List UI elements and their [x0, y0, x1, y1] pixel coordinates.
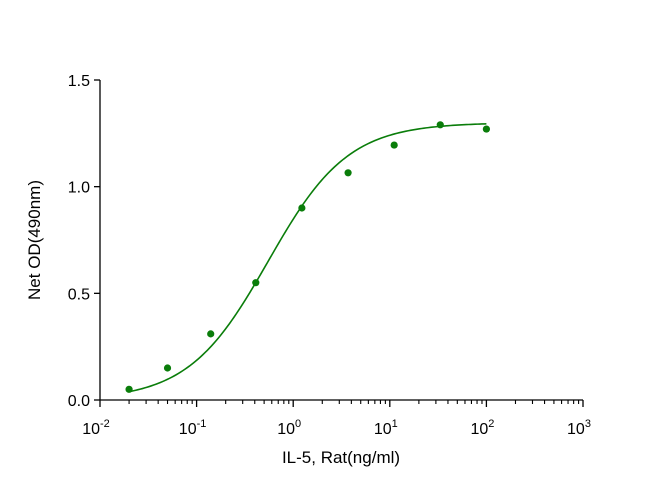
y-tick-label: 0.5: [68, 286, 90, 303]
x-tick-exponent: 0: [295, 418, 301, 430]
x-tick-label: 100: [277, 418, 301, 438]
x-tick-label: 102: [470, 418, 494, 438]
data-point: [252, 279, 260, 287]
data-point: [482, 125, 490, 133]
x-tick-exponent: -2: [100, 418, 110, 430]
y-tick-label: 1.0: [68, 180, 90, 197]
data-point: [390, 141, 398, 149]
x-tick-exponent: 2: [488, 418, 494, 430]
x-tick-exponent: 3: [585, 418, 591, 430]
data-point: [298, 204, 306, 212]
x-tick-base: 10: [179, 421, 197, 438]
data-point: [436, 121, 444, 129]
y-tick-label: 0.0: [68, 393, 90, 410]
fit-curve: [128, 123, 487, 393]
data-point: [207, 330, 215, 338]
y-tick-label: 1.5: [68, 73, 90, 90]
data-point: [125, 385, 133, 393]
axes: 0.00.51.01.510-2 10-1 100 101 102 103: [68, 73, 591, 438]
x-tick-label: 103: [567, 418, 591, 438]
data-point: [163, 364, 172, 372]
y-axis-title: Net OD(490nm): [25, 180, 44, 300]
x-tick-base: 10: [470, 421, 488, 438]
fit-curve-group: [128, 123, 487, 393]
x-tick-base: 10: [82, 421, 100, 438]
x-tick-exponent: -1: [197, 418, 207, 430]
x-tick-label: 10-1: [179, 418, 207, 438]
x-tick-label: 101: [374, 418, 398, 438]
x-tick-base: 10: [277, 421, 295, 438]
data-point: [344, 169, 352, 177]
data-points: [125, 121, 490, 393]
x-tick-label: 10-2: [82, 418, 110, 438]
x-tick-base: 10: [374, 421, 392, 438]
x-tick-exponent: 1: [392, 418, 398, 430]
x-tick-base: 10: [567, 421, 585, 438]
x-axis-title: IL-5, Rat(ng/ml): [282, 448, 400, 467]
